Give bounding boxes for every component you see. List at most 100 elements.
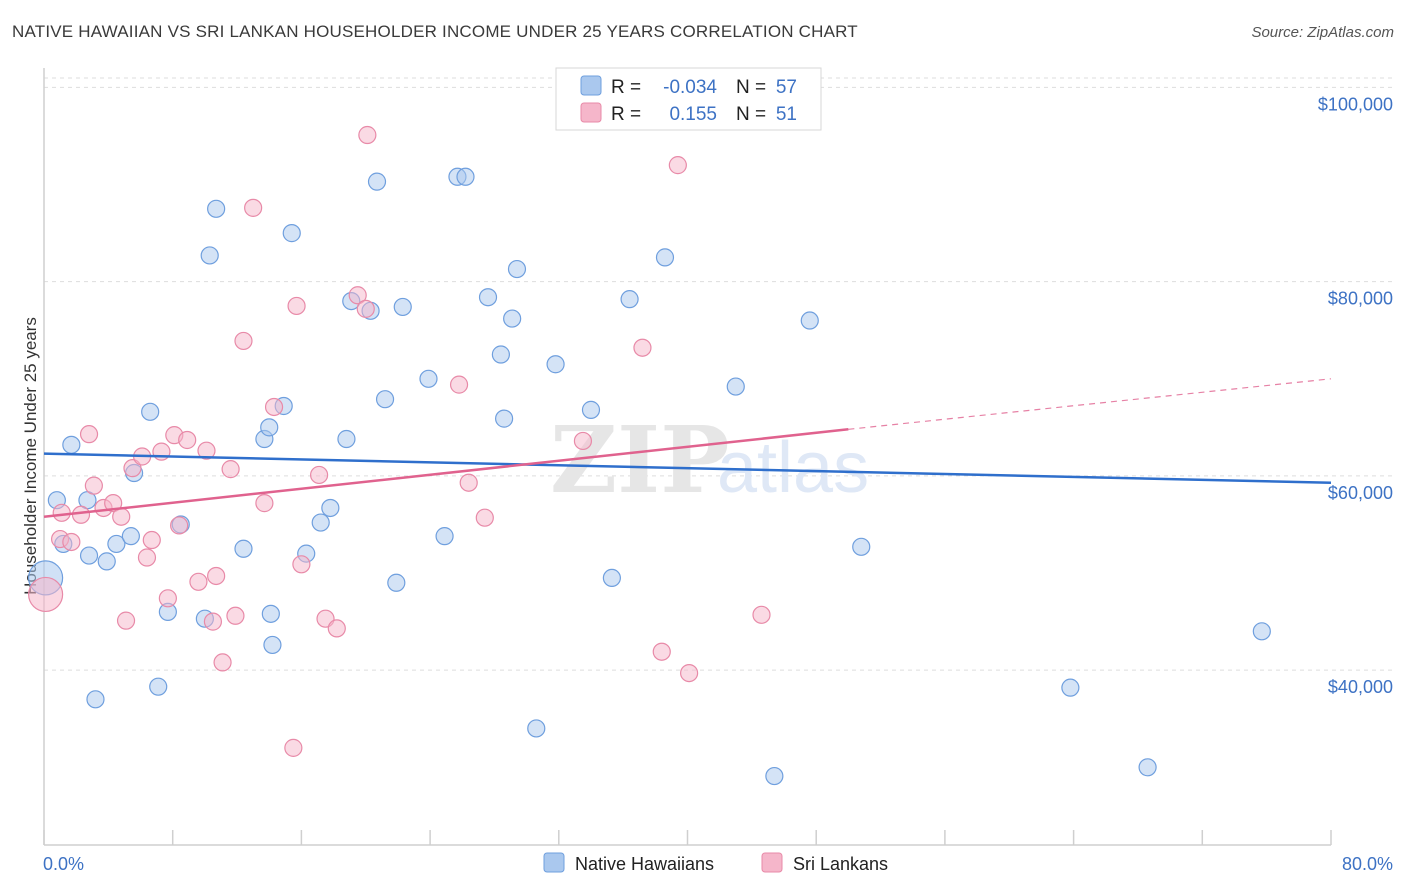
chart-source: Source: ZipAtlas.com — [1251, 24, 1394, 41]
y-tick-label-2: $80,000 — [1328, 289, 1393, 309]
point-blue-35 — [419, 369, 438, 388]
bottom-legend-label-blue: Native Hawaiians — [575, 854, 714, 874]
point-pink-6 — [84, 476, 103, 495]
point-pink-14 — [142, 530, 161, 550]
point-blue-34 — [393, 297, 412, 317]
point-blue-18 — [234, 539, 253, 558]
bottom-legend-swatch-pink — [761, 852, 783, 873]
point-pink-5 — [79, 425, 99, 444]
point-blue-36 — [435, 527, 454, 546]
point-blue-7 — [97, 552, 116, 571]
point-pink-31 — [284, 738, 303, 757]
point-pink-19 — [178, 430, 197, 450]
trend-lines — [43, 378, 1332, 518]
point-pink-27 — [234, 331, 253, 351]
point-pink-11 — [123, 459, 142, 478]
stats-legend-n-value-blue: 57 — [776, 77, 797, 98]
point-blue-56 — [1252, 622, 1271, 641]
point-pink-48 — [752, 605, 771, 624]
point-blue-44 — [527, 719, 546, 738]
bottom-legend-label-pink: Sri Lankans — [793, 854, 888, 874]
point-blue-21 — [261, 604, 280, 623]
point-blue-53 — [852, 537, 871, 556]
point-pink-23 — [207, 566, 226, 586]
point-blue-16 — [200, 246, 219, 265]
x-tick-label-min: 0.0% — [43, 854, 84, 874]
grid-lines — [44, 77, 1392, 671]
scatter-points — [28, 125, 1271, 786]
point-blue-28 — [337, 429, 356, 449]
bottom-legend: Native Hawaiians Sri Lankans — [543, 852, 888, 874]
point-blue-32 — [375, 390, 395, 409]
bottom-legend-swatch-blue — [543, 852, 565, 873]
point-blue-39 — [478, 288, 498, 307]
point-blue-27 — [321, 498, 340, 518]
chart-title: NATIVE HAWAIIAN VS SRI LANKAN HOUSEHOLDE… — [12, 22, 858, 41]
point-blue-8 — [107, 534, 126, 554]
point-pink-18 — [170, 516, 189, 535]
point-pink-8 — [104, 494, 123, 513]
point-blue-51 — [765, 766, 784, 786]
point-pink-24 — [213, 653, 232, 672]
trend-line-pink — [43, 428, 849, 518]
point-pink-20 — [189, 572, 208, 591]
point-pink-13 — [137, 548, 157, 567]
stats-legend-swatch-pink — [580, 102, 602, 123]
point-blue-46 — [581, 400, 601, 419]
point-blue-40 — [491, 345, 510, 364]
point-pink-45 — [652, 642, 671, 661]
stats-legend-r-value-pink: 0.155 — [669, 104, 717, 125]
point-blue-17 — [207, 199, 226, 218]
watermark: ZIP atlas — [550, 406, 869, 514]
point-pink-38 — [356, 299, 375, 318]
point-pink-33 — [292, 555, 311, 574]
series-pink — [28, 125, 771, 757]
point-pink-10 — [116, 611, 136, 630]
point-pink-16 — [158, 589, 177, 608]
watermark-zip: ZIP — [550, 406, 729, 514]
point-blue-38 — [456, 167, 475, 186]
trend-line-blue — [43, 452, 1332, 484]
point-blue-6 — [86, 690, 105, 709]
stats-legend-n-label-blue: N = — [736, 77, 766, 98]
point-blue-49 — [655, 248, 675, 267]
point-blue-48 — [620, 290, 639, 309]
point-pink-43 — [573, 431, 593, 451]
point-blue-55 — [1138, 758, 1157, 777]
point-blue-41 — [495, 409, 514, 428]
point-pink-30 — [264, 397, 284, 417]
point-pink-41 — [459, 473, 478, 492]
point-blue-43 — [507, 259, 527, 279]
point-pink-47 — [680, 663, 699, 683]
x-ticks — [43, 830, 1332, 845]
point-blue-11 — [141, 402, 160, 421]
point-pink-3 — [62, 532, 81, 552]
point-blue-31 — [367, 172, 387, 191]
point-pink-22 — [203, 612, 223, 631]
stats-legend-n-label-pink: N = — [736, 104, 766, 125]
point-pink-44 — [633, 338, 652, 357]
point-blue-26 — [311, 513, 330, 532]
stats-legend-r-value-blue: -0.034 — [663, 77, 717, 98]
point-pink-2 — [52, 503, 71, 522]
point-pink-0 — [28, 576, 64, 613]
point-pink-9 — [112, 507, 131, 526]
point-pink-39 — [358, 125, 377, 145]
point-pink-37 — [348, 286, 367, 305]
stats-legend-swatch-blue — [580, 75, 602, 96]
point-blue-12 — [149, 677, 168, 696]
point-pink-42 — [475, 508, 494, 527]
stats-legend-n-value-pink: 51 — [776, 104, 797, 125]
point-blue-54 — [1061, 678, 1080, 697]
y-tick-label-1: $60,000 — [1328, 483, 1393, 503]
point-pink-29 — [255, 494, 274, 513]
stats-legend-r-label-blue: R = — [611, 77, 641, 98]
point-blue-50 — [726, 377, 745, 396]
point-blue-24 — [282, 224, 301, 243]
point-blue-47 — [602, 568, 621, 588]
point-blue-1 — [62, 435, 81, 454]
point-pink-28 — [244, 198, 263, 217]
y-tick-labels: $40,000 $60,000 $80,000 $100,000 — [1318, 94, 1393, 697]
point-pink-32 — [287, 296, 306, 316]
